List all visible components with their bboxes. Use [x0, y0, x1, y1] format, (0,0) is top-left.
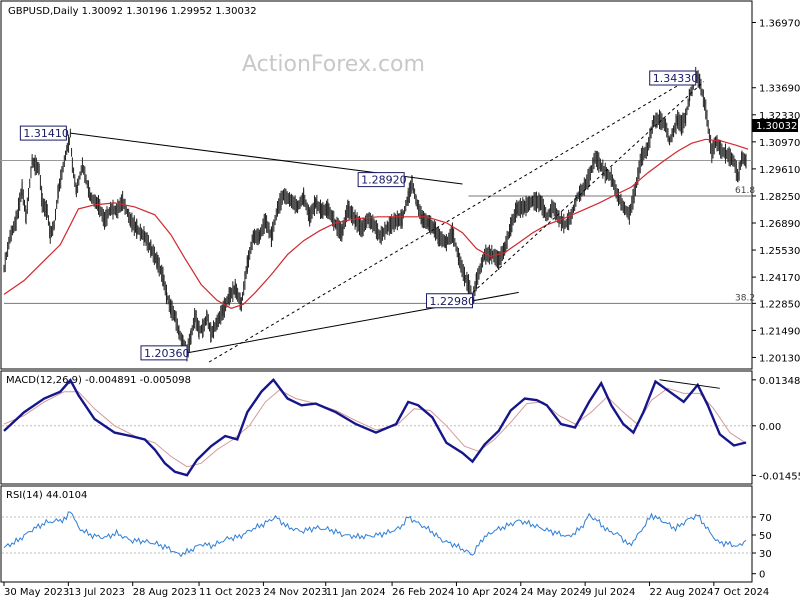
level-label-1: 38.2 — [735, 293, 755, 303]
annotation-text-4: 1.34330 — [653, 72, 699, 85]
macd-title: MACD(12,26,9) -0.004891 -0.005098 — [6, 375, 191, 386]
price-layer — [3, 66, 747, 362]
main-ytick-label: 1.32330 — [759, 111, 800, 122]
annotation-box-4 — [649, 70, 697, 86]
macd-layer — [2, 377, 752, 477]
current-price-marker: 1.30032 — [752, 119, 798, 132]
macd-ytick-label: 0.00 — [759, 422, 781, 433]
annotation-box-0 — [19, 125, 67, 141]
current-price-label: 1.30032 — [756, 121, 797, 132]
x-tick-label: 30 May 2023 — [4, 587, 69, 598]
x-tick-label: 26 Feb 2024 — [392, 587, 454, 598]
main-ytick-label: 1.30970 — [759, 138, 800, 149]
rsi-ytick-label: 0 — [759, 570, 765, 581]
x-axis: 30 May 2023 13 Jul 2023 28 Aug 2023 11 Oct … — [3, 582, 769, 598]
rsi-line — [3, 511, 747, 558]
macd-ytick-label: -0.014554 — [759, 471, 800, 482]
annotation-box-3 — [140, 345, 188, 361]
trendline-2 — [208, 74, 696, 363]
macd-panel-frame — [0, 370, 753, 485]
rsi-ytick-label: 50 — [759, 531, 772, 542]
level-label-0: 61.8 — [735, 186, 755, 196]
main-ytick-label: 1.25530 — [759, 246, 800, 257]
main-y-axis: 1.36970 1.33690 1.32330 1.30970 1.29610 1.282… — [752, 18, 800, 364]
macd-y-axis: 0.013489 0.00 -0.014554 — [752, 376, 800, 482]
trendline-3 — [468, 81, 705, 297]
macd-line — [3, 377, 747, 477]
macd-divergence-line — [659, 379, 720, 389]
chart-header: GBPUSD,Daily 1.30092 1.30196 1.29952 1.3… — [8, 6, 257, 17]
macd-ytick-label: 0.013489 — [759, 376, 800, 387]
x-tick-label: 11 Jan 2024 — [326, 587, 386, 598]
main-ytick-label: 1.22850 — [759, 299, 800, 310]
rsi-ytick-label: 30 — [759, 549, 772, 560]
main-levels: 61.8 38.2 — [0, 159, 755, 304]
annotation-layer: 1.31410 1.28920 1.22980 1.20360 1.34330 — [19, 70, 699, 361]
x-tick-label: 22 Aug 2024 — [649, 587, 713, 598]
main-ytick-label: 1.36970 — [759, 18, 800, 29]
watermark: ActionForex.com — [242, 52, 425, 77]
annotation-text-1: 1.28920 — [361, 174, 407, 187]
annotation-text-3: 1.20360 — [144, 347, 190, 360]
x-tick-label: 11 Oct 2023 — [199, 587, 261, 598]
rsi-title: RSI(14) 44.0104 — [6, 490, 87, 501]
x-tick-label: 28 Aug 2023 — [133, 587, 197, 598]
main-ytick-label: 1.24170 — [759, 273, 800, 284]
annotation-text-2: 1.22980 — [430, 295, 476, 308]
annotation-box-2 — [426, 293, 474, 309]
x-tick-label: 9 Jul 2024 — [585, 587, 635, 598]
rsi-layer — [2, 511, 752, 558]
main-ytick-label: 1.20130 — [759, 353, 800, 364]
annotation-box-1 — [357, 172, 405, 188]
main-ytick-label: 1.21490 — [759, 326, 800, 337]
main-ytick-label: 1.28250 — [759, 192, 800, 203]
x-tick-label: 13 Jul 2023 — [68, 587, 125, 598]
ema-line — [3, 138, 749, 309]
x-tick-label: 7 Oct 2024 — [714, 587, 769, 598]
main-ytick-label: 1.29610 — [759, 165, 800, 176]
x-tick-label: 10 Apr 2024 — [456, 587, 518, 598]
ema-layer — [3, 138, 749, 309]
rsi-y-axis: 70 50 30 0 — [752, 513, 772, 581]
main-ytick-label: 1.33690 — [759, 84, 800, 95]
rsi-ytick-label: 70 — [759, 513, 772, 524]
x-tick-label: 24 May 2024 — [521, 587, 586, 598]
annotation-text-0: 1.31410 — [23, 127, 69, 140]
main-ytick-label: 1.26890 — [759, 219, 800, 230]
x-tick-label: 24 Nov 2023 — [263, 587, 327, 598]
